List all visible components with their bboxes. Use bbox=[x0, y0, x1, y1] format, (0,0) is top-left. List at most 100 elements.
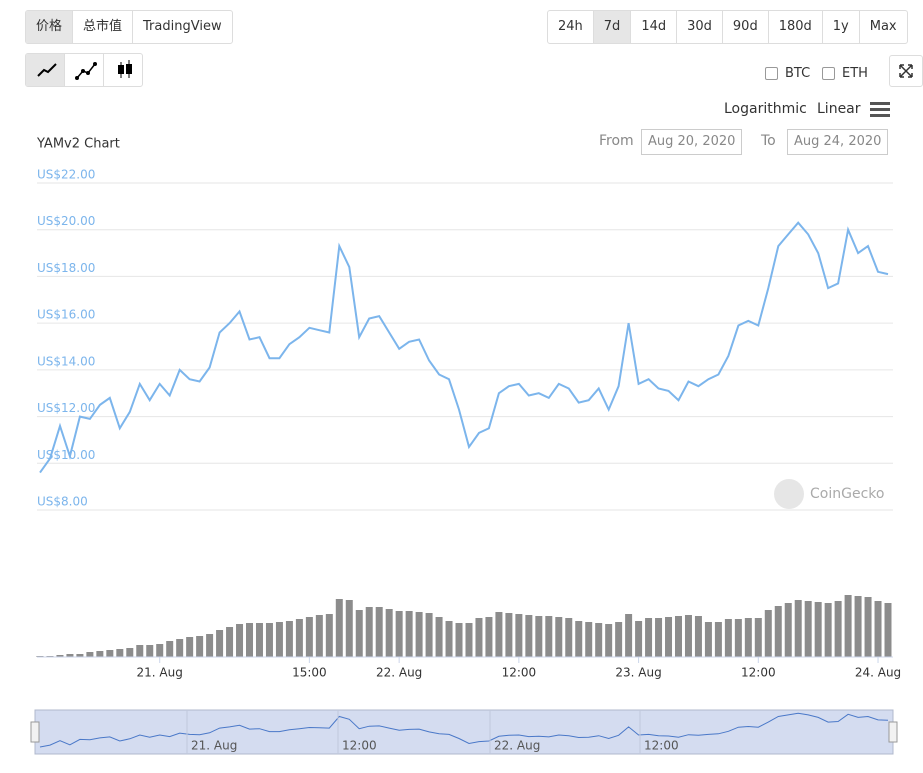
chart-title: YAMv2 Chart bbox=[36, 137, 120, 152]
btc-checkbox[interactable]: BTC bbox=[765, 66, 810, 81]
y-tick-label: US$18.00 bbox=[37, 261, 95, 275]
volume-bar bbox=[156, 644, 164, 657]
volume-bar bbox=[425, 613, 433, 657]
volume-bar bbox=[315, 615, 323, 657]
navigator-handle[interactable] bbox=[30, 721, 40, 743]
volume-bar bbox=[96, 651, 104, 657]
icon bbox=[118, 60, 132, 78]
volume-bar bbox=[385, 609, 393, 657]
volume-bar bbox=[784, 603, 792, 657]
tab-group: 价格 总市值 TradingView bbox=[25, 10, 233, 44]
volume-bar bbox=[764, 610, 772, 657]
volume-bar bbox=[295, 619, 303, 657]
icon bbox=[899, 64, 913, 78]
tab-button[interactable]: 总市值 bbox=[73, 11, 134, 43]
volume-bar bbox=[814, 602, 822, 657]
volume-bar bbox=[355, 610, 363, 657]
volume-bar bbox=[665, 617, 673, 657]
volume-bar bbox=[265, 623, 273, 657]
y-tick-label: US$20.00 bbox=[37, 214, 95, 228]
tab-button[interactable]: 价格 bbox=[26, 11, 74, 43]
y-tick-label: US$12.00 bbox=[37, 401, 95, 415]
range-button[interactable]: 90d bbox=[723, 11, 769, 43]
log-scale-button[interactable]: Logarithmic bbox=[724, 101, 807, 117]
x-tick-label: 12:00 bbox=[502, 666, 537, 680]
volume-bar bbox=[335, 599, 343, 657]
volume-bar bbox=[625, 614, 633, 657]
volume-bar bbox=[874, 601, 882, 657]
volume-bar bbox=[255, 623, 263, 657]
volume-bar bbox=[166, 641, 174, 657]
candle-chart-button[interactable] bbox=[104, 54, 142, 86]
volume-bar bbox=[635, 621, 643, 657]
linear-scale-button[interactable]: Linear bbox=[817, 101, 861, 117]
navigator-label: 12:00 bbox=[342, 739, 377, 753]
volume-bar bbox=[76, 654, 84, 657]
volume-bar bbox=[395, 611, 403, 657]
navigator-label: 21. Aug bbox=[191, 739, 237, 753]
volume-bar bbox=[495, 612, 503, 657]
volume-bar bbox=[86, 652, 94, 657]
volume-bar bbox=[465, 623, 473, 657]
watermark: CoinGecko bbox=[810, 486, 884, 502]
volume-bar bbox=[116, 649, 124, 657]
navigator-line bbox=[39, 712, 889, 748]
volume-bar bbox=[226, 627, 234, 657]
y-tick-label: US$16.00 bbox=[37, 308, 95, 322]
tab-button[interactable]: TradingView bbox=[143, 19, 222, 34]
to-input[interactable]: Aug 24, 2020 bbox=[787, 129, 889, 155]
icon bbox=[37, 63, 57, 77]
volume-bar bbox=[206, 634, 214, 657]
volume-bar bbox=[565, 618, 573, 657]
points-chart-button[interactable] bbox=[65, 54, 104, 86]
volume-bar bbox=[585, 622, 593, 657]
eth-checkbox[interactable]: ETH bbox=[822, 66, 868, 81]
volume-bar bbox=[844, 595, 852, 657]
range-group: 24h 7d 14d 30d 90d 180d 1y Max bbox=[547, 10, 908, 44]
range-button[interactable]: 24h bbox=[548, 11, 594, 43]
from-input[interactable]: Aug 20, 2020 bbox=[641, 129, 743, 155]
range-button[interactable]: 14d bbox=[631, 11, 678, 43]
x-tick-label: 23. Aug bbox=[615, 666, 661, 680]
volume-bar bbox=[525, 615, 533, 657]
range-button[interactable]: 30d bbox=[677, 11, 723, 43]
volume-bar bbox=[754, 618, 762, 657]
volume-bar bbox=[66, 654, 74, 657]
x-tick-label: 22. Aug bbox=[376, 666, 422, 680]
volume-bar bbox=[615, 622, 623, 657]
range-button[interactable]: 1y bbox=[823, 11, 860, 43]
volume-bar bbox=[575, 621, 583, 657]
y-tick-label: US$22.00 bbox=[37, 168, 95, 182]
x-tick-label: 12:00 bbox=[741, 666, 776, 680]
x-tick-label: 21. Aug bbox=[137, 666, 183, 680]
line-chart-button[interactable] bbox=[26, 54, 65, 86]
navigator-label: 22. Aug bbox=[494, 739, 540, 753]
volume-bar bbox=[285, 621, 293, 657]
navigator-window[interactable] bbox=[34, 709, 894, 755]
volume-bar bbox=[435, 617, 443, 657]
volume-bar bbox=[515, 614, 523, 657]
volume-bar bbox=[674, 616, 682, 657]
volume-bar bbox=[824, 603, 832, 657]
volume-bar bbox=[196, 636, 204, 657]
compare-label: BTC bbox=[785, 66, 811, 81]
range-button[interactable]: 180d bbox=[769, 11, 823, 43]
menu-icon[interactable] bbox=[870, 102, 890, 118]
volume-bar bbox=[445, 621, 453, 657]
range-button[interactable]: 7d bbox=[593, 11, 632, 43]
x-tick-label: 15:00 bbox=[292, 666, 327, 680]
volume-bar bbox=[555, 617, 563, 657]
range-button[interactable]: Max bbox=[869, 19, 897, 34]
navigator-handle[interactable] bbox=[888, 721, 898, 743]
volume-bar bbox=[684, 615, 692, 657]
volume-bar bbox=[246, 623, 254, 657]
volume-bar bbox=[186, 637, 194, 657]
volume-bar bbox=[694, 616, 702, 657]
volume-bar bbox=[236, 624, 244, 657]
volume-bar bbox=[455, 623, 463, 657]
volume-bar bbox=[365, 607, 373, 657]
volume-bar bbox=[545, 616, 553, 657]
